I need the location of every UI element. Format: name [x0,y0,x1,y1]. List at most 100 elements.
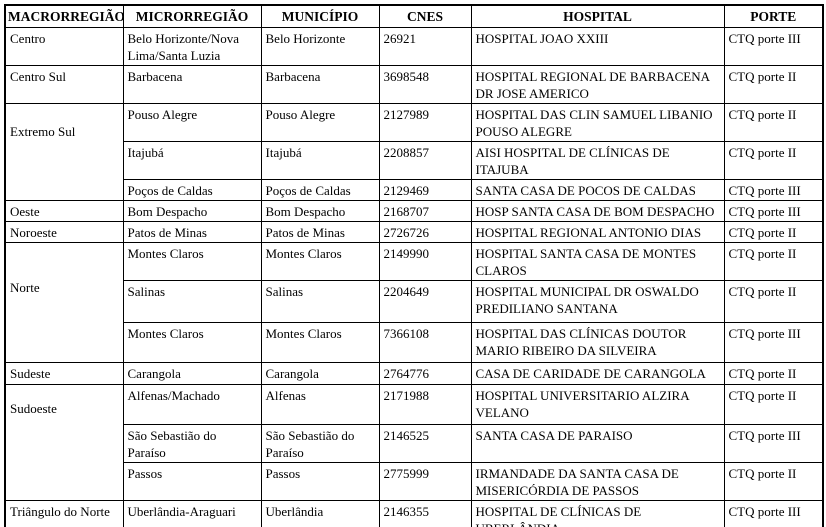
table-row: Noroeste Patos de Minas Patos de Minas 2726… [4,220,824,243]
cell-municipio: Pouso Alegre [260,102,380,142]
cell-cnes: 2775999 [378,461,472,501]
cell-microrregiao: Pouso Alegre [122,102,262,142]
cell-cnes: 3698548 [378,64,472,104]
table-row: Centro Sul Barbacena Barbacena 3698548 HOSPI… [4,64,824,104]
cell-porte: CTQ porte III [723,199,824,222]
cell-porte: CTQ porte II [723,279,824,323]
cell-cnes: 2208857 [378,140,472,180]
cell-hospital: HOSPITAL JOAO XXIII [470,26,725,66]
cell-cnes: 26921 [378,26,472,66]
cell-macrorregiao: Sudeste [4,361,124,385]
cell-cnes: 2127989 [378,102,472,142]
cell-porte: CTQ porte II [723,461,824,501]
cell-hospital: CASA DE CARIDADE DE CARANGOLA [470,361,725,385]
cell-hospital: IRMANDADE DA SANTA CASA DE MISERICÓRDIA … [470,461,725,501]
table-row: Norte Montes Claros Montes Claros 2149990 HO… [4,241,824,363]
cell-hospital: HOSPITAL SANTA CASA DE MONTES CLAROS [470,241,725,281]
cell-macrorregiao: Oeste [4,199,124,222]
cell-hospital: HOSPITAL DAS CLIN SAMUEL LIBANIO POUSO A… [470,102,725,142]
cell-cnes: 2146525 [378,423,472,463]
column-header-cnes: CNES [378,4,472,28]
cell-porte: CTQ porte III [723,26,824,66]
cell-cnes: 2146355 [378,499,472,527]
cell-municipio: Itajubá [260,140,380,180]
table-row: Sudoeste Alfenas/Machado Alfenas 2171988 HOS… [4,383,824,501]
cell-macrorregiao: Noroeste [4,220,124,243]
cell-porte: CTQ porte II [723,140,824,180]
cell-cnes: 2764776 [378,361,472,385]
cell-microrregiao: Patos de Minas [122,220,262,243]
cell-porte: CTQ porte III [723,499,824,527]
column-header-macrorregiao: MACRORREGIÃO [4,4,124,28]
cell-hospital: HOSP SANTA CASA DE BOM DESPACHO [470,199,725,222]
cell-microrregiao: Poços de Caldas [122,178,262,201]
cell-macrorregiao: Sudoeste [4,383,124,501]
cell-microrregiao: São Sebastião do Paraíso [122,423,262,463]
cell-municipio: Montes Claros [260,321,380,363]
cell-microrregiao: Barbacena [122,64,262,104]
header-row: MACRORREGIÃO MICRORREGIÃO MUNICÍPIO CNES HOS… [4,4,824,28]
cell-macrorregiao: Centro Sul [4,64,124,104]
column-header-municipio: MUNICÍPIO [260,4,380,28]
cell-porte: CTQ porte III [723,423,824,463]
table-row: Itajubá Itajubá 2208857 AISI HOSPITAL DE CL… [5,140,824,180]
column-header-hospital: HOSPITAL [470,4,725,28]
cell-municipio: Salinas [260,279,380,323]
cell-microrregiao: Montes Claros [122,241,262,281]
cell-porte: CTQ porte III [723,178,824,201]
cell-municipio: Passos [260,461,380,501]
cell-microrregiao: Salinas [122,279,262,323]
cell-hospital: AISI HOSPITAL DE CLÍNICAS DE ITAJUBA [470,140,725,180]
cell-hospital: HOSPITAL REGIONAL DE BARBACENA DR JOSE A… [470,64,725,104]
cell-municipio: Uberlândia [260,499,380,527]
column-header-microrregiao: MICRORREGIÃO [122,4,262,28]
cell-municipio: São Sebastião do Paraíso [260,423,380,463]
cell-municipio: Montes Claros [260,241,380,281]
cell-microrregiao: Carangola [122,361,262,385]
cell-municipio: Carangola [260,361,380,385]
cell-microrregiao: Alfenas/Machado [122,383,262,425]
cell-porte: CTQ porte III [723,321,824,363]
cell-porte: CTQ porte II [723,220,824,243]
table-row: Extremo Sul Pouso Alegre Pouso Alegre 21279… [4,102,824,201]
table-row: São Sebastião do Paraíso São Sebastião do… [5,423,824,463]
cell-municipio: Bom Despacho [260,199,380,222]
cell-cnes: 2129469 [378,178,472,201]
cell-cnes: 2171988 [378,383,472,425]
cell-hospital: HOSPITAL DAS CLÍNICAS DOUTOR MARIO RIBEI… [470,321,725,363]
cell-hospital: HOSPITAL REGIONAL ANTONIO DIAS [470,220,725,243]
cell-porte: CTQ porte II [723,64,824,104]
cell-municipio: Patos de Minas [260,220,380,243]
cell-cnes: 7366108 [378,321,472,363]
cell-porte: CTQ porte II [723,102,824,142]
cell-hospital: SANTA CASA DE PARAISO [470,423,725,463]
cell-municipio: Barbacena [260,64,380,104]
cell-microrregiao: Uberlândia-Araguari [122,499,262,527]
cell-cnes: 2168707 [378,199,472,222]
cell-macrorregiao: Norte [4,241,124,363]
cell-municipio: Poços de Caldas [260,178,380,201]
cell-hospital: SANTA CASA DE POCOS DE CALDAS [470,178,725,201]
table-row: Oeste Bom Despacho Bom Despacho 2168707 HOSP… [4,199,824,222]
cell-municipio: Alfenas [260,383,380,425]
table-row: Passos Passos 2775999 IRMANDADE DA SANTA CA… [5,461,824,501]
table-row: Sudeste Carangola Carangola 2764776 CASA DE … [4,361,824,385]
cell-macrorregiao: Triângulo do Norte [4,499,124,527]
cell-microrregiao: Itajubá [122,140,262,180]
table-row: Triângulo do Norte Uberlândia-Araguari Ube… [4,499,824,527]
cell-microrregiao: Bom Despacho [122,199,262,222]
cell-hospital: HOSPITAL UNIVERSITARIO ALZIRA VELANO [470,383,725,425]
table-row: Poços de Caldas Poços de Caldas 2129469 SAN… [5,178,824,201]
table-row: Salinas Salinas 2204649 HOSPITAL MUNICIPAL … [5,279,824,323]
cell-cnes: 2204649 [378,279,472,323]
cell-porte: CTQ porte II [723,361,824,385]
cell-macrorregiao: Centro [4,26,124,66]
cell-microrregiao: Belo Horizonte/Nova Lima/Santa Luzia [122,26,262,66]
table-body: Centro Belo Horizonte/Nova Lima/Santa Luz… [4,26,824,527]
cell-municipio: Belo Horizonte [260,26,380,66]
cell-porte: CTQ porte II [723,383,824,425]
cell-cnes: 2149990 [378,241,472,281]
cell-cnes: 2726726 [378,220,472,243]
table-row: Centro Belo Horizonte/Nova Lima/Santa Luz… [4,26,824,66]
